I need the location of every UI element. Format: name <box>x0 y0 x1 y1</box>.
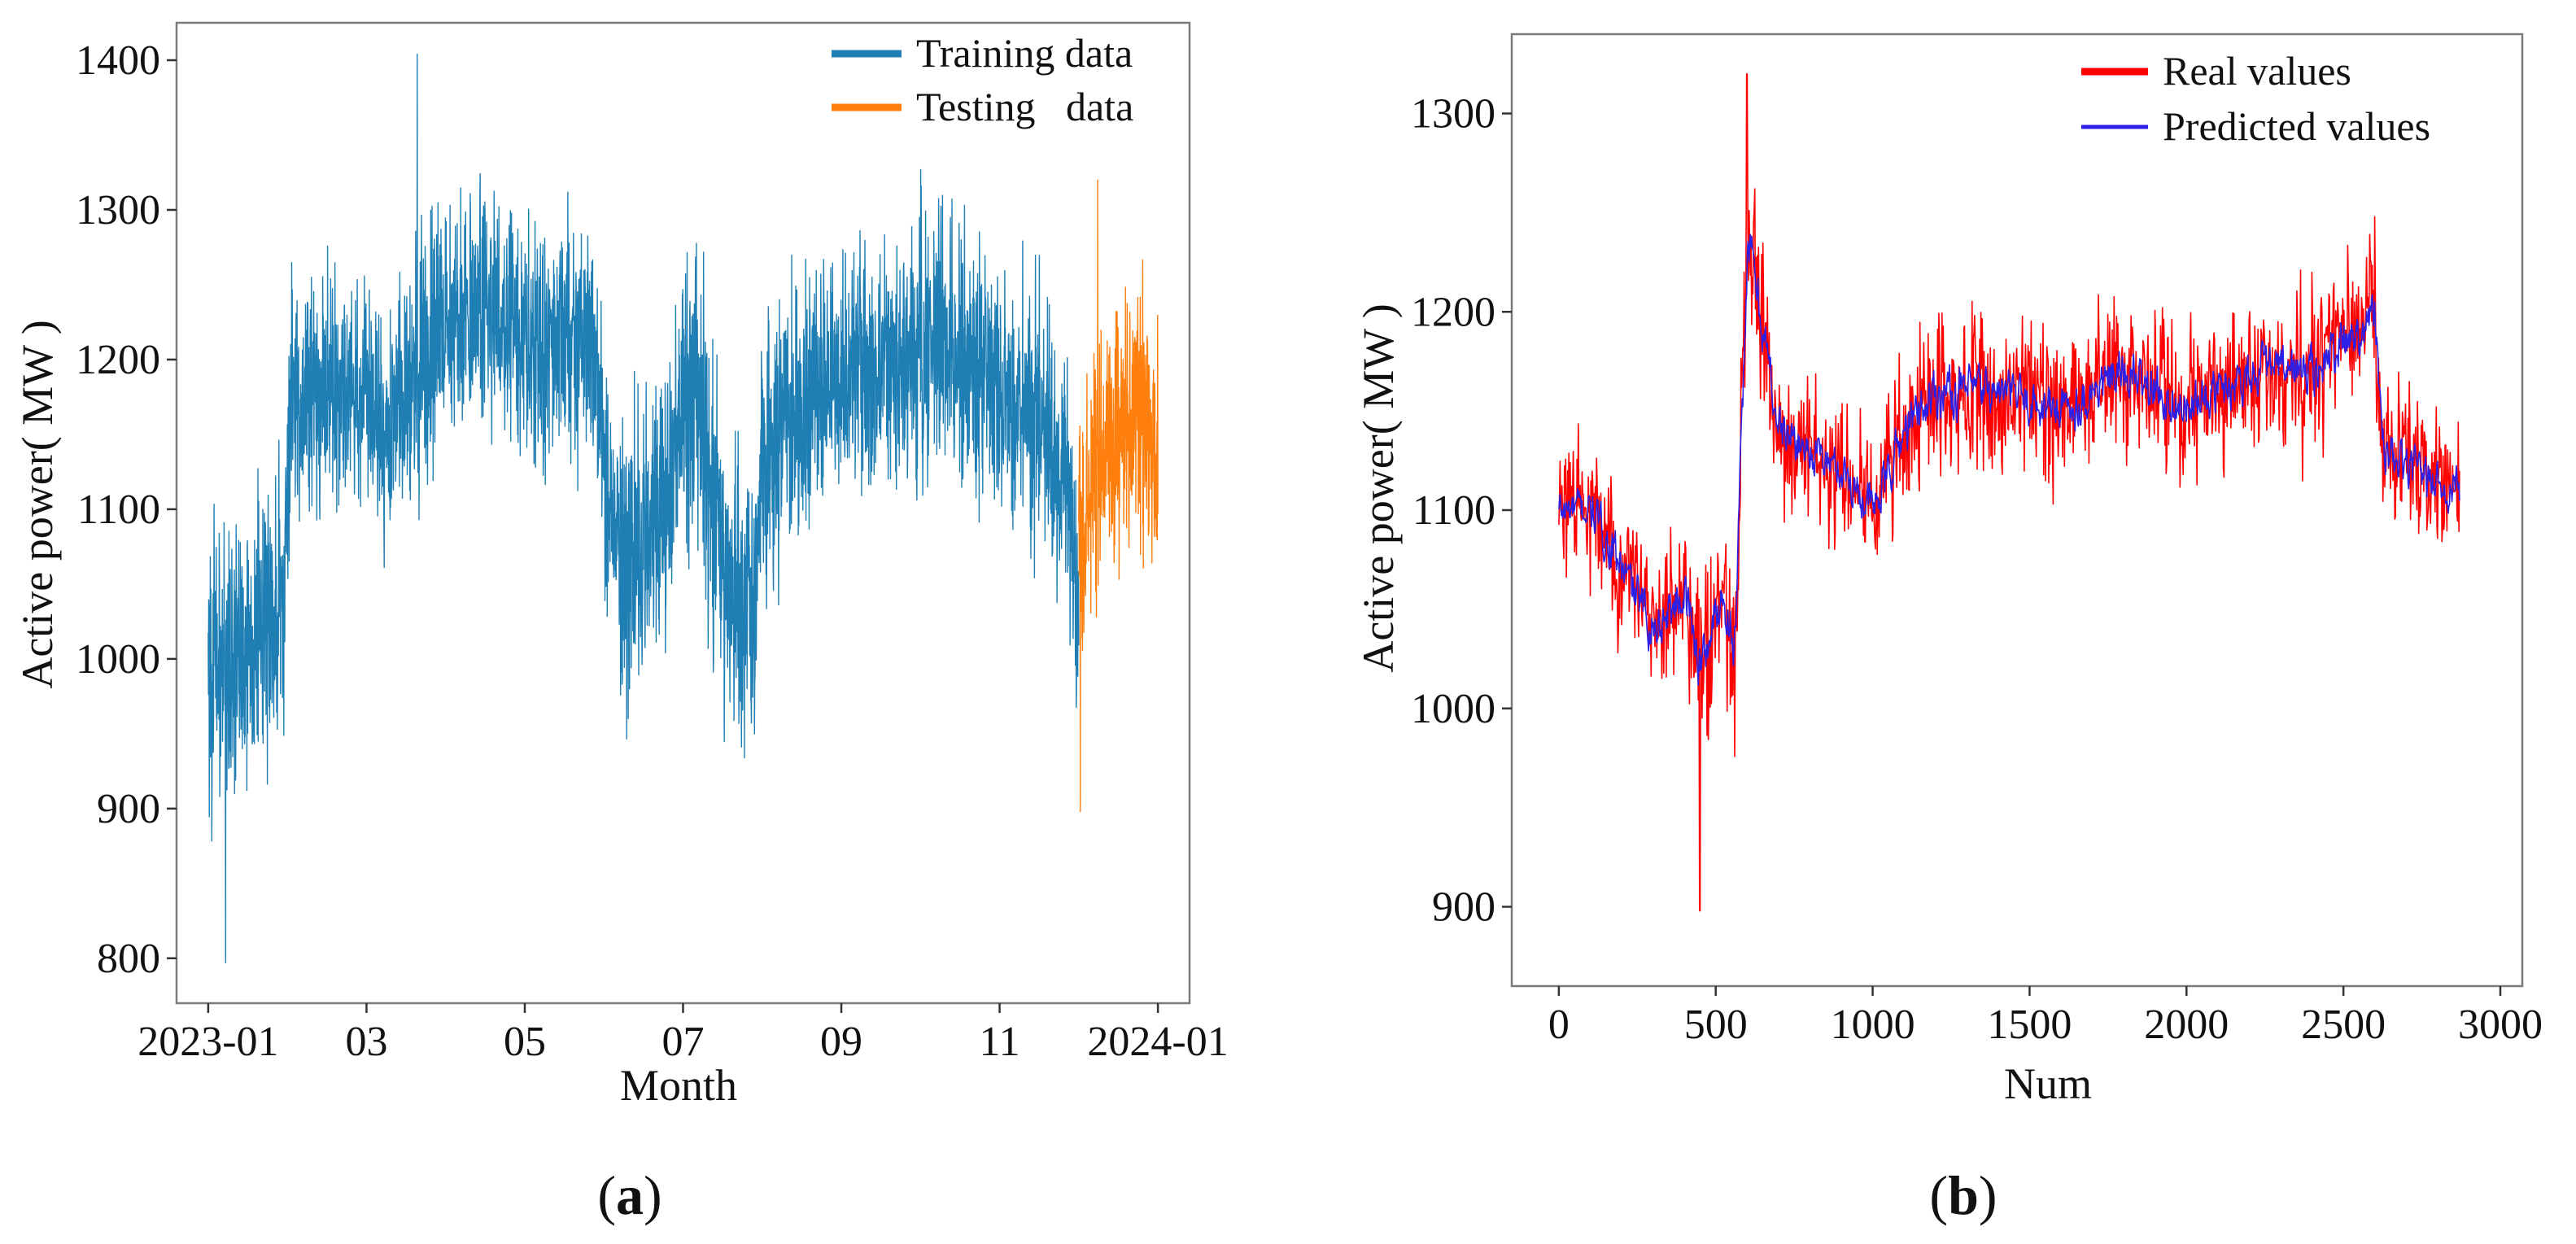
chart-b-legend: Real values Predicted values <box>2081 48 2430 149</box>
chart-b-xtick-label-1500: 1500 <box>1987 1002 2072 1048</box>
chart-b-ytick-label-900: 900 <box>1432 884 1495 931</box>
chart-b-ytick-label-1200: 1200 <box>1411 289 1495 335</box>
chart-a-xtick-label-10: 11 <box>980 1019 1020 1065</box>
chart-a-xtick-label-0: 2023-01 <box>138 1019 278 1065</box>
chart-b-series-real <box>1558 73 2460 912</box>
chart-a-xtick-label-8: 09 <box>820 1019 862 1065</box>
chart-a-line-testing <box>1078 179 1159 813</box>
chart-b-ytick-label-1000: 1000 <box>1411 686 1495 732</box>
chart-a-ytick-label-1000: 1000 <box>76 636 160 683</box>
legend-a-training-label: Training data <box>916 30 1133 76</box>
chart-b-xtick-label-3000: 3000 <box>2458 1002 2543 1048</box>
legend-b-predicted-label: Predicted values <box>2163 103 2430 149</box>
chart-a-xtick-label-2: 03 <box>345 1019 387 1065</box>
chart-b-xticks: 0 500 1000 1500 2000 2500 3000 <box>1548 986 2543 1048</box>
chart-b-xtick-label-1000: 1000 <box>1831 1002 1915 1048</box>
chart-b-series-predicted <box>1558 234 2460 686</box>
chart-b-frame <box>1510 33 2524 988</box>
chart-a-series-testing <box>1078 179 1159 813</box>
chart-a-xticks: 2023-01 03 05 07 09 11 2024-01 <box>138 1003 1229 1065</box>
chart-b-xtick-label-2500: 2500 <box>2301 1002 2386 1048</box>
chart-a-ylabel: Active power( MW ) <box>13 320 62 688</box>
chart-a-ytick-label-800: 800 <box>97 936 160 982</box>
chart-a-yticks: 800 900 1000 1100 1200 1300 1400 <box>76 37 177 982</box>
legend-b-real-label: Real values <box>2163 48 2351 94</box>
chart-a-legend: Training data Testing data <box>832 30 1133 129</box>
chart-b-xtick-label-0: 0 <box>1548 1002 1570 1048</box>
chart-b-ytick-label-1100: 1100 <box>1412 487 1495 534</box>
chart-a-frame <box>175 21 1191 1005</box>
chart-b-ytick-label-1300: 1300 <box>1411 91 1495 137</box>
chart-a-ytick-label-1200: 1200 <box>76 337 160 383</box>
chart-b-xtick-label-2000: 2000 <box>2144 1002 2229 1048</box>
chart-b: 900 1000 1100 1200 1300 0 500 1000 1500 2000 2500… <box>1354 33 2543 1108</box>
chart-a-xtick-label-4: 05 <box>504 1019 546 1065</box>
chart-a-ytick-label-1300: 1300 <box>76 187 160 234</box>
chart-a-line-training <box>207 53 1080 963</box>
chart-a-xtick-label-12: 2024-01 <box>1087 1019 1228 1065</box>
chart-a-ytick-label-1100: 1100 <box>77 487 160 533</box>
panel-label-a: (a) <box>597 1164 661 1226</box>
chart-a-ytick-label-1400: 1400 <box>76 37 160 84</box>
chart-a-ytick-label-900: 900 <box>97 786 160 832</box>
chart-b-ylabel: Active power( MW ) <box>1354 303 1403 672</box>
chart-a: 800 900 1000 1100 1200 1300 1400 2023-01 03 05 07… <box>13 21 1229 1110</box>
panel-label-b: (b) <box>1929 1164 1997 1226</box>
chart-b-xtick-label-500: 500 <box>1684 1002 1748 1048</box>
chart-b-line-predicted <box>1558 234 2460 686</box>
chart-b-yticks: 900 1000 1100 1200 1300 <box>1411 91 1512 931</box>
chart-b-xlabel: Num <box>2004 1059 2092 1108</box>
chart-b-line-real <box>1558 73 2460 912</box>
chart-a-xlabel: Month <box>620 1061 737 1110</box>
chart-a-series-training <box>207 53 1080 963</box>
chart-a-xtick-label-6: 07 <box>662 1019 705 1065</box>
legend-a-testing-label: Testing data <box>916 84 1133 129</box>
